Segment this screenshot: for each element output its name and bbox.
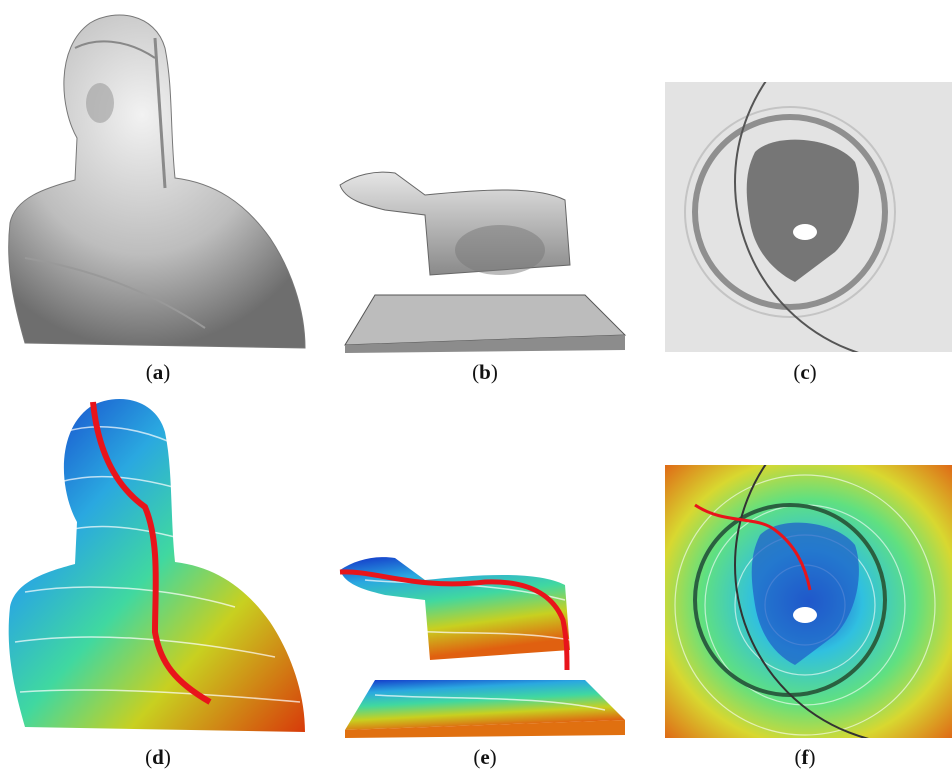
geodesic-path-d <box>90 401 212 705</box>
geodesic-path-e <box>339 569 570 671</box>
panel-f-coin-colormap <box>665 465 952 738</box>
caption-letter-c: c <box>800 360 810 384</box>
caption-letter-b: b <box>479 360 491 384</box>
coin-relief-image <box>665 82 952 352</box>
geodesic-path-f <box>694 503 812 591</box>
caption-e: (e) <box>473 745 497 769</box>
coin-geodesic-image <box>665 465 952 738</box>
panel-d-bust-colormap <box>5 392 310 742</box>
panel-b-wolf-grayscale <box>335 155 635 355</box>
panel-c-coin-grayscale <box>665 82 952 352</box>
caption-b: (b) <box>472 360 498 384</box>
caption-letter-e: e <box>480 745 490 769</box>
caption-letter-f: f <box>801 745 809 769</box>
wolf-geodesic-image <box>339 557 625 738</box>
caption-d: (d) <box>145 745 171 769</box>
panel-a-bust-grayscale <box>5 8 310 358</box>
caption-a: (a) <box>145 360 171 384</box>
bust-geodesic-image <box>8 399 305 732</box>
wolf-statue-image <box>339 171 627 353</box>
bust-mesh-image <box>8 14 306 349</box>
panel-e-wolf-colormap <box>335 540 635 740</box>
caption-c: (c) <box>793 360 817 384</box>
caption-letter-d: d <box>152 745 164 769</box>
caption-f: (f) <box>794 745 816 769</box>
caption-letter-a: a <box>152 360 164 384</box>
